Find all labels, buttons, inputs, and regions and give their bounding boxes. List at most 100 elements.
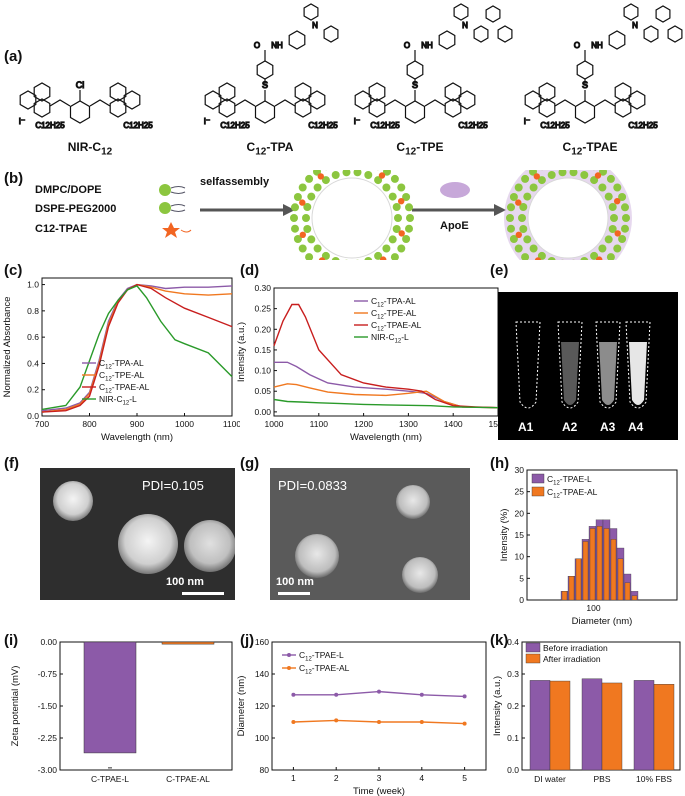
y-axis-label: Normalized Absorbance (2, 297, 13, 398)
lipid-head (608, 225, 617, 233)
data-point (334, 718, 339, 723)
lipid-head (331, 171, 340, 179)
tick-label: 1500 (489, 419, 500, 429)
lipid-head (519, 225, 528, 233)
dye-star (317, 173, 324, 180)
lipid-head (547, 257, 556, 260)
ring (444, 98, 462, 118)
bar (581, 678, 603, 771)
vials-image: A1 A2 A3 A4 (498, 292, 678, 440)
panel-label-d: (d) (240, 262, 260, 279)
dye-star (594, 172, 602, 179)
tick-label: 0.0 (27, 411, 39, 421)
dye-star (533, 173, 540, 180)
substituent-label: Cl (76, 80, 85, 90)
legend-label: NIR-C12-L (99, 394, 137, 407)
tick-label: 15 (515, 530, 525, 540)
ring (123, 90, 141, 110)
zeta-bar (83, 641, 137, 754)
vial-label-a2: A2 (562, 420, 578, 434)
component-dmpc-dope: DMPC/DOPE (35, 184, 102, 196)
alkyl-chain-label: C12H25 (35, 121, 65, 130)
lipid-head (313, 183, 322, 192)
scale-bar-f (182, 592, 224, 595)
tick-label: 0.00 (254, 407, 271, 417)
dye-star (515, 199, 522, 206)
dye-star (596, 256, 603, 260)
ring (438, 30, 456, 50)
bar (653, 684, 675, 771)
legend-swatch (525, 642, 541, 653)
tick-label: 0.25 (254, 304, 271, 314)
lipid-head (374, 176, 383, 185)
bar (633, 680, 655, 771)
counterion-label: I⁻ (19, 117, 25, 126)
lipid-head (305, 174, 314, 183)
hist-bar (589, 528, 596, 601)
lipid-head (397, 244, 406, 253)
panel-label-c: (c) (4, 262, 23, 279)
vial-fluorescence (561, 342, 579, 405)
ring (109, 98, 127, 118)
lipid-head (529, 183, 538, 192)
legend-swatch (531, 473, 545, 484)
hist-bar (582, 541, 589, 601)
lipid-head (331, 257, 340, 260)
polymethine-chain (384, 99, 406, 107)
y-axis-label: Intensity (a.u.) (236, 322, 247, 382)
lipid-tail (170, 186, 186, 194)
ring (497, 25, 513, 43)
ring (69, 100, 91, 124)
tick-label: 0.15 (254, 345, 271, 355)
panel-label-j: (j) (240, 632, 255, 649)
tick-label: 0.4 (27, 358, 39, 368)
category-label: C-TPAE-L (91, 774, 129, 784)
tick-label: 5 (462, 773, 467, 783)
hist-bar (617, 558, 624, 601)
scale-label-f: 100 nm (166, 576, 204, 588)
lipid-head (606, 253, 615, 260)
ring (368, 98, 386, 118)
hist-bar (568, 576, 575, 601)
lipid-head (313, 244, 322, 253)
x-axis-label: Wavelength (nm) (350, 432, 422, 443)
lipid-head (580, 171, 589, 179)
ring (538, 98, 556, 118)
tick-label: 100 (255, 733, 269, 743)
lipid-head (514, 244, 523, 253)
lipid-head (604, 192, 613, 201)
lipid-head (604, 235, 613, 244)
carbonyl-label: O (574, 41, 580, 50)
lipid-head (569, 170, 578, 177)
tick-label: -0.75 (38, 669, 58, 679)
tick-label: 3 (377, 773, 382, 783)
ring (218, 98, 236, 118)
tick-label: -1.50 (38, 701, 58, 711)
alkyl-chain-label: C12H25 (123, 121, 153, 130)
lipid-tail (170, 204, 186, 212)
ring (288, 30, 306, 50)
lipid-head (610, 214, 618, 222)
tick-label: 120 (255, 701, 269, 711)
tick-label: 80 (260, 765, 270, 775)
assembly-scheme (159, 170, 632, 260)
lipid-head (293, 235, 302, 243)
ring (33, 98, 51, 118)
lipid-head (529, 244, 538, 253)
legend-label: C12-TPAE-AL (371, 320, 422, 333)
tick-label: 1400 (444, 419, 463, 429)
legend-swatch (531, 486, 545, 497)
bar (549, 680, 571, 771)
dye-star (378, 172, 386, 179)
panel-label-a: (a) (4, 48, 23, 65)
amide-label: NH (271, 41, 283, 50)
chart-i-zeta: 0.00 -0.75 -1.50 -2.25 -3.00 Zeta potential (… (10, 637, 233, 784)
tick-label: 0.00 (40, 637, 57, 647)
star-icon (162, 222, 180, 238)
lipid-head (537, 251, 546, 260)
tick-label: 5 (519, 573, 524, 583)
tick-label: -3.00 (38, 765, 58, 775)
hist-bar (575, 558, 582, 601)
carbonyl-label: O (404, 41, 410, 50)
lipid-head (307, 192, 316, 201)
